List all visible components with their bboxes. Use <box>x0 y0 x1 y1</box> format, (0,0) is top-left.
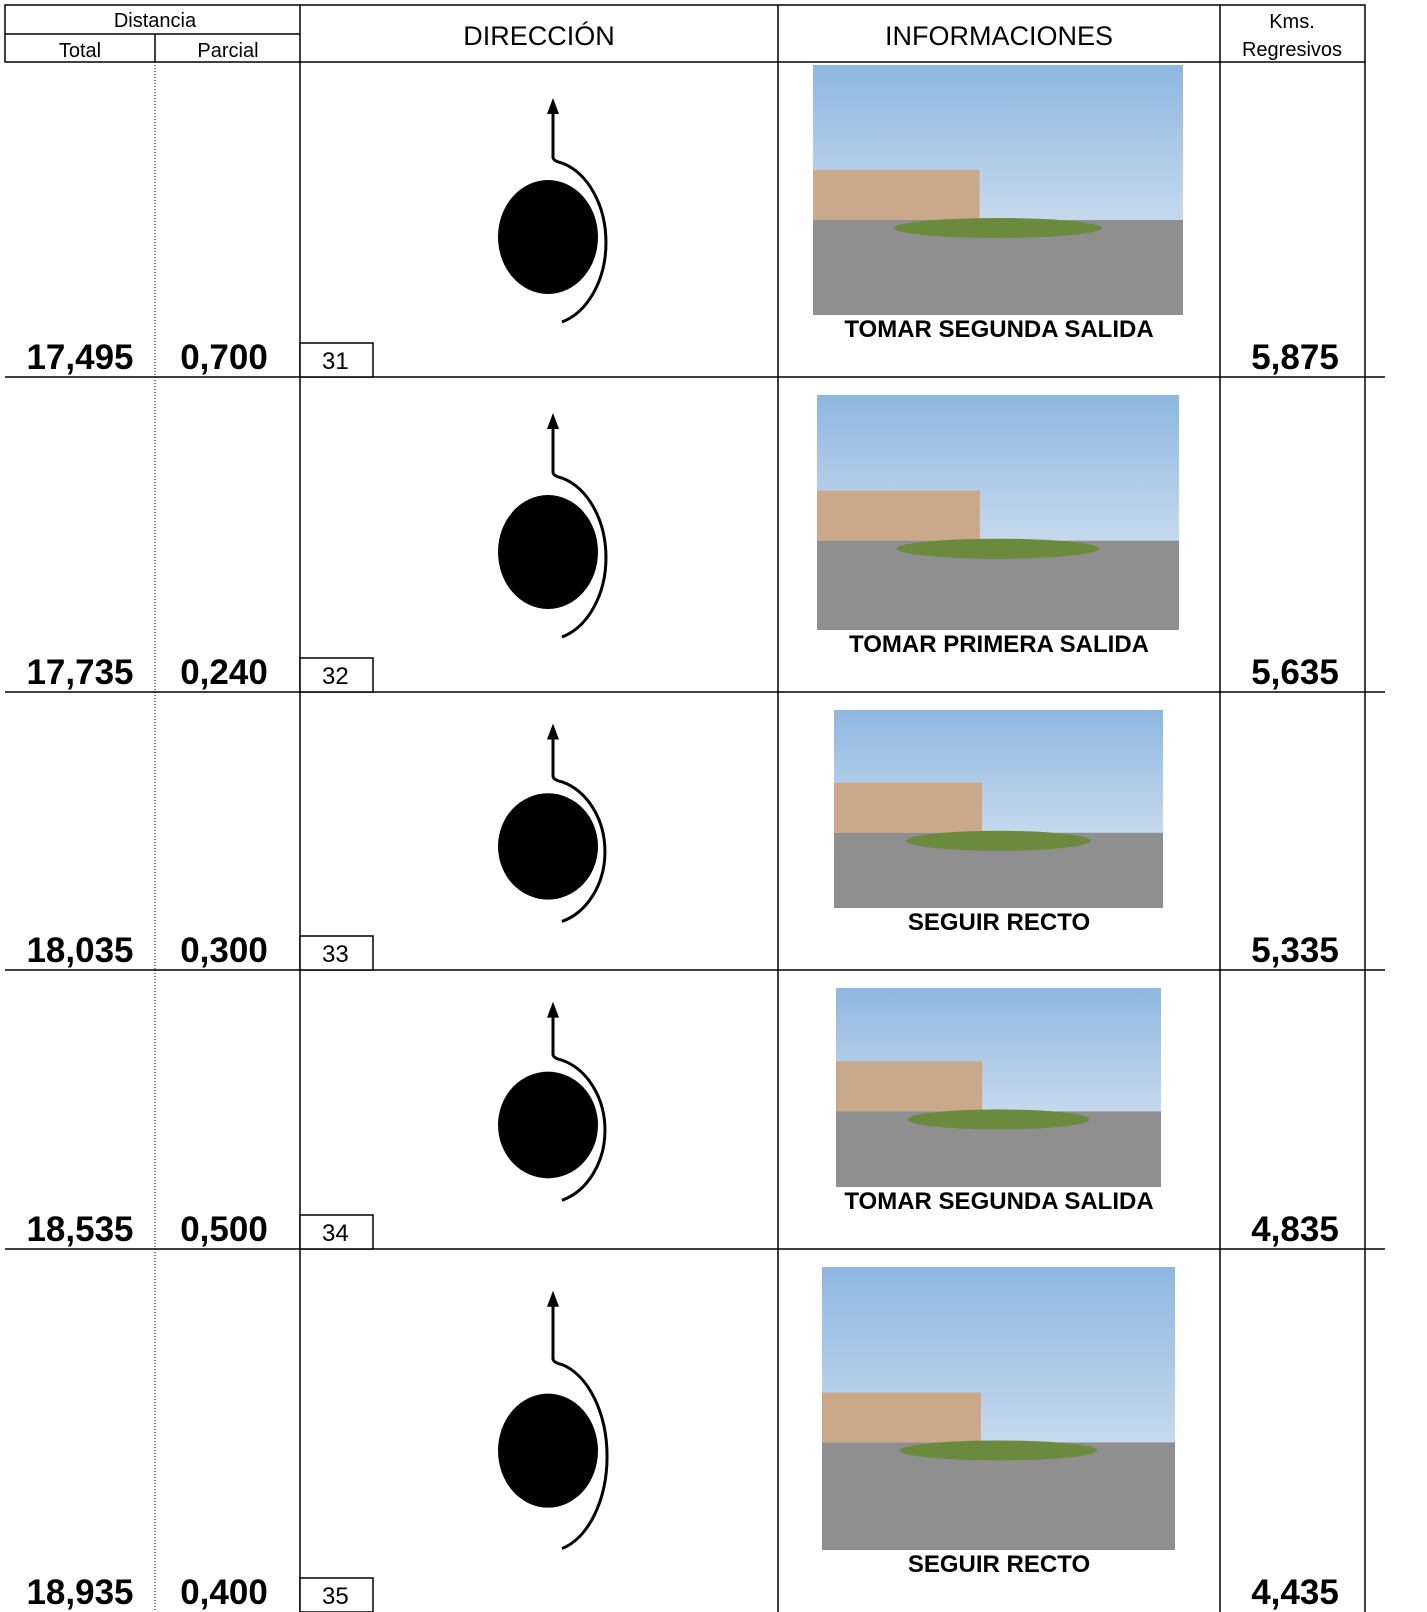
roundabout-arrow <box>551 1013 607 1202</box>
photo-island <box>906 830 1091 851</box>
regressive-kms: 5,635 <box>1251 653 1339 692</box>
roundabout <box>498 1393 598 1508</box>
instruction: TOMAR SEGUNDA SALIDA <box>844 316 1153 343</box>
waypoint-number: 34 <box>322 1220 349 1247</box>
roundabout-arrow <box>551 425 608 639</box>
waypoint-number: 32 <box>322 663 349 690</box>
roundabout-arrow <box>551 735 607 923</box>
roundabout <box>498 495 598 609</box>
header-partial: Parcial <box>197 40 258 62</box>
arrow-head <box>547 1290 559 1307</box>
instruction: SEGUIR RECTO <box>908 1551 1090 1578</box>
header-information: INFORMACIONES <box>885 21 1113 51</box>
arrow-head <box>547 98 559 114</box>
total-distance: 18,535 <box>26 1210 133 1249</box>
waypoint-number: 35 <box>322 1583 349 1610</box>
header-kms: Kms. <box>1269 11 1315 33</box>
photo-island <box>896 538 1100 559</box>
photo-buildings <box>822 1392 981 1443</box>
roundabout <box>498 1071 598 1179</box>
row: 35 SEGUIR RECTO 18,935 0,400 4,435 <box>26 1249 1366 1612</box>
number-box <box>299 935 374 971</box>
total-distance: 18,935 <box>26 1573 133 1612</box>
instruction: SEGUIR RECTO <box>908 909 1090 936</box>
number-box <box>299 342 374 378</box>
header-distance: Distancia <box>114 10 197 32</box>
arrow-head <box>547 1001 559 1018</box>
header: Distancia Total Parcial DIRECCIÓN INFORM… <box>4 4 1366 63</box>
regressive-kms: 5,335 <box>1251 931 1339 970</box>
partial-distance: 0,240 <box>180 653 268 692</box>
row: 34 TOMAR SEGUNDA SALIDA 18,535 0,500 4,835 <box>5 970 1385 1250</box>
total-distance: 18,035 <box>26 931 133 970</box>
partial-distance: 0,500 <box>180 1210 268 1249</box>
roundabout-arrow <box>551 1302 609 1551</box>
photo-buildings <box>817 490 980 541</box>
partial-distance: 0,400 <box>180 1573 268 1612</box>
partial-distance: 0,700 <box>180 338 268 377</box>
regressive-kms: 5,875 <box>1251 338 1339 377</box>
regressive-kms: 4,835 <box>1251 1210 1339 1249</box>
number-box <box>299 1577 374 1612</box>
regressive-kms: 4,435 <box>1251 1573 1339 1612</box>
number-box <box>299 1214 374 1250</box>
roundabout-arrow <box>551 110 608 324</box>
total-distance: 17,735 <box>26 653 133 692</box>
instruction: TOMAR SEGUNDA SALIDA <box>844 1188 1153 1215</box>
photo-island <box>894 218 1102 238</box>
total-distance: 17,495 <box>26 338 133 377</box>
arrow-head <box>547 723 559 740</box>
row: 33 SEGUIR RECTO 18,035 0,300 5,335 <box>5 692 1385 971</box>
photo-buildings <box>813 170 980 220</box>
photo-island <box>899 1440 1098 1461</box>
photo-buildings <box>836 1061 983 1112</box>
number-box <box>299 657 374 693</box>
row: 31 TOMAR SEGUNDA SALIDA 17,495 0,700 5,875 <box>5 62 1385 378</box>
roundabout <box>498 793 598 900</box>
photo-island <box>907 1109 1090 1130</box>
waypoint-number: 33 <box>322 941 349 968</box>
partial-distance: 0,300 <box>180 931 268 970</box>
header-total: Total <box>59 40 101 62</box>
arrow-head <box>547 413 559 429</box>
header-direction: DIRECCIÓN <box>463 20 615 51</box>
row: 32 TOMAR PRIMERA SALIDA 17,735 0,240 5,635 <box>5 377 1385 693</box>
waypoint-number: 31 <box>322 348 349 375</box>
roundabout <box>498 180 598 294</box>
instruction: TOMAR PRIMERA SALIDA <box>849 631 1149 658</box>
photo-buildings <box>834 782 983 833</box>
header-regressive: Regresivos <box>1242 39 1342 61</box>
